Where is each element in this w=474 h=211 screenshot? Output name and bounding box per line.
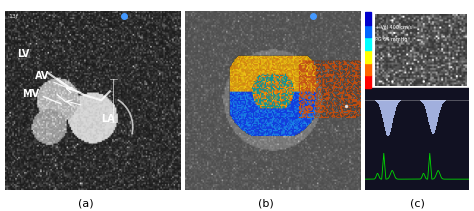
Text: + Vel 400 cm/s: + Vel 400 cm/s bbox=[375, 24, 412, 30]
Text: (a): (a) bbox=[78, 199, 93, 209]
Bar bbox=[365, 88, 469, 190]
Text: AV: AV bbox=[35, 71, 49, 81]
Text: (c): (c) bbox=[410, 199, 425, 209]
Bar bbox=[365, 63, 371, 75]
Text: (b): (b) bbox=[257, 199, 273, 209]
Text: MV: MV bbox=[22, 89, 39, 99]
Text: LV: LV bbox=[17, 49, 29, 59]
Bar bbox=[365, 38, 371, 50]
Text: PG 64 mmHg: PG 64 mmHg bbox=[375, 37, 408, 42]
Text: 13f: 13f bbox=[8, 14, 18, 19]
Bar bbox=[365, 25, 371, 38]
Bar bbox=[365, 12, 371, 25]
Text: LA: LA bbox=[101, 114, 115, 124]
Bar bbox=[365, 75, 371, 88]
Bar bbox=[365, 50, 371, 62]
